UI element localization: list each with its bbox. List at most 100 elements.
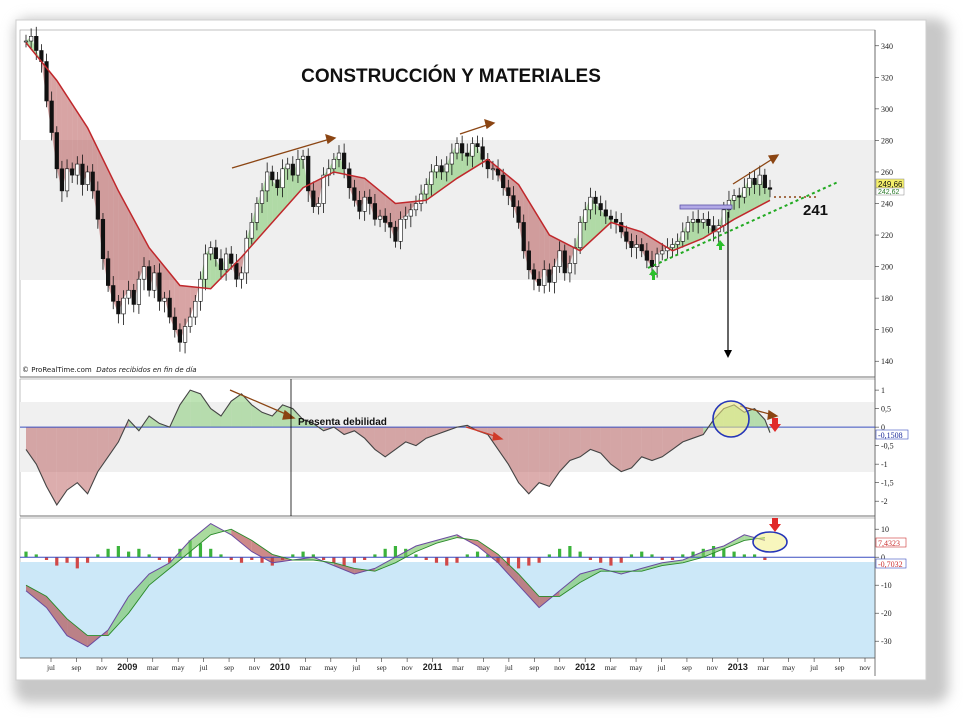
price-tick-label: 200 bbox=[881, 263, 893, 272]
candle-body bbox=[203, 253, 208, 280]
candle-body bbox=[177, 329, 183, 343]
histogram-bar bbox=[260, 557, 264, 563]
osc1-area-segment bbox=[220, 401, 232, 428]
osc1-tick-label: 0,5 bbox=[881, 405, 891, 414]
histogram-bar bbox=[609, 557, 613, 566]
signal-band-segment bbox=[374, 557, 396, 572]
signal-band-segment bbox=[580, 568, 601, 583]
candle-body bbox=[429, 171, 434, 185]
candle-body bbox=[167, 297, 172, 318]
histogram-bar bbox=[24, 551, 28, 558]
candle-body bbox=[367, 196, 372, 204]
candle-body bbox=[131, 289, 136, 305]
histogram-bar bbox=[629, 554, 634, 558]
time-tick-label: nov bbox=[96, 663, 108, 672]
time-tick-label: jul bbox=[199, 663, 208, 672]
osc1-area-segment bbox=[231, 393, 242, 428]
candle-body bbox=[85, 171, 90, 185]
candle-body bbox=[126, 289, 131, 299]
candle-body bbox=[244, 237, 249, 274]
candle-body bbox=[70, 168, 75, 176]
ma-band-segment bbox=[380, 190, 386, 223]
candle-body bbox=[408, 209, 413, 217]
candle-body bbox=[141, 266, 147, 280]
osc1-area-segment bbox=[36, 427, 47, 487]
signal-band-segment bbox=[169, 540, 191, 569]
candle-body bbox=[398, 218, 403, 242]
credit-source: ProRealTime.com bbox=[31, 366, 92, 374]
osc1-area-segment bbox=[590, 427, 601, 454]
candle-body bbox=[218, 258, 224, 271]
candle-body bbox=[660, 250, 665, 255]
ma-band-segment bbox=[190, 286, 196, 318]
histogram-bar bbox=[414, 554, 418, 558]
time-tick-label: jul bbox=[657, 663, 666, 672]
candle-body bbox=[490, 168, 496, 171]
signal-band-segment bbox=[641, 562, 663, 572]
candle-body bbox=[721, 209, 726, 226]
candle-body bbox=[598, 203, 603, 211]
osc1-area-segment bbox=[67, 427, 78, 491]
histogram-bar bbox=[527, 557, 531, 566]
osc1-area-segment bbox=[272, 404, 283, 428]
histogram-bar bbox=[763, 557, 767, 560]
candle-body bbox=[696, 218, 701, 223]
signal-band-segment bbox=[67, 618, 88, 647]
price-tick-label: 260 bbox=[881, 168, 893, 177]
ma-band-segment bbox=[462, 153, 468, 176]
osc1-area-segment bbox=[610, 427, 622, 472]
osc1-area-segment bbox=[200, 393, 211, 428]
osc1-area-segment bbox=[436, 427, 447, 435]
histogram-bar bbox=[65, 557, 69, 563]
ma-band-segment bbox=[698, 219, 704, 241]
annotations bbox=[229, 119, 839, 553]
histogram-bar bbox=[75, 557, 79, 569]
candle-body bbox=[583, 209, 588, 223]
signal-band-segment bbox=[395, 546, 416, 563]
ma-band-segment bbox=[113, 180, 119, 314]
candle-body bbox=[690, 218, 696, 223]
candle-body bbox=[572, 247, 578, 264]
candle-body bbox=[75, 163, 80, 176]
candle-body bbox=[357, 200, 362, 212]
candle-body bbox=[501, 174, 506, 189]
time-tick-label: nov bbox=[707, 663, 719, 672]
candle-body bbox=[234, 263, 239, 280]
osc1-area-segment bbox=[621, 427, 632, 472]
time-tick-label: sep bbox=[529, 663, 539, 672]
candle-body bbox=[136, 278, 141, 305]
signal-band-segment bbox=[231, 529, 252, 552]
candle-body bbox=[444, 163, 449, 173]
candle-body bbox=[342, 152, 347, 170]
candle-body bbox=[624, 231, 629, 242]
histogram-bar bbox=[506, 557, 510, 566]
value-tags: 249,66 242,62 -0,1508 7,4323 -0,7032 bbox=[875, 178, 909, 569]
histogram-bar bbox=[137, 548, 141, 558]
ma-band-segment bbox=[72, 104, 78, 176]
candle-body bbox=[634, 244, 639, 248]
candle-body bbox=[649, 259, 655, 267]
candle-body bbox=[562, 250, 567, 274]
time-tick-label: nov bbox=[554, 663, 566, 672]
candle-body bbox=[762, 174, 767, 189]
histogram-bar bbox=[619, 557, 623, 563]
osc1-tick-label: 0 bbox=[881, 423, 885, 432]
signal-band-segment bbox=[46, 596, 68, 636]
candle-body bbox=[100, 218, 106, 260]
candle-body bbox=[90, 171, 95, 192]
candle-body bbox=[413, 203, 419, 211]
signal-band-segment bbox=[703, 546, 724, 558]
signal-band-segment bbox=[723, 534, 745, 549]
candle-body bbox=[377, 215, 383, 220]
osc1-tick-label: -2 bbox=[881, 497, 888, 506]
osc1-area-segment bbox=[190, 390, 201, 428]
osc1-tick-label: -1 bbox=[881, 460, 888, 469]
candle-body bbox=[465, 152, 470, 157]
candle-body bbox=[460, 143, 465, 154]
histogram-bar bbox=[393, 546, 398, 558]
histogram-bar bbox=[681, 554, 685, 558]
candle-body bbox=[172, 316, 177, 330]
histogram-bar bbox=[373, 554, 377, 558]
osc1-area-segment bbox=[518, 427, 529, 494]
signal-band-segment bbox=[333, 562, 355, 574]
